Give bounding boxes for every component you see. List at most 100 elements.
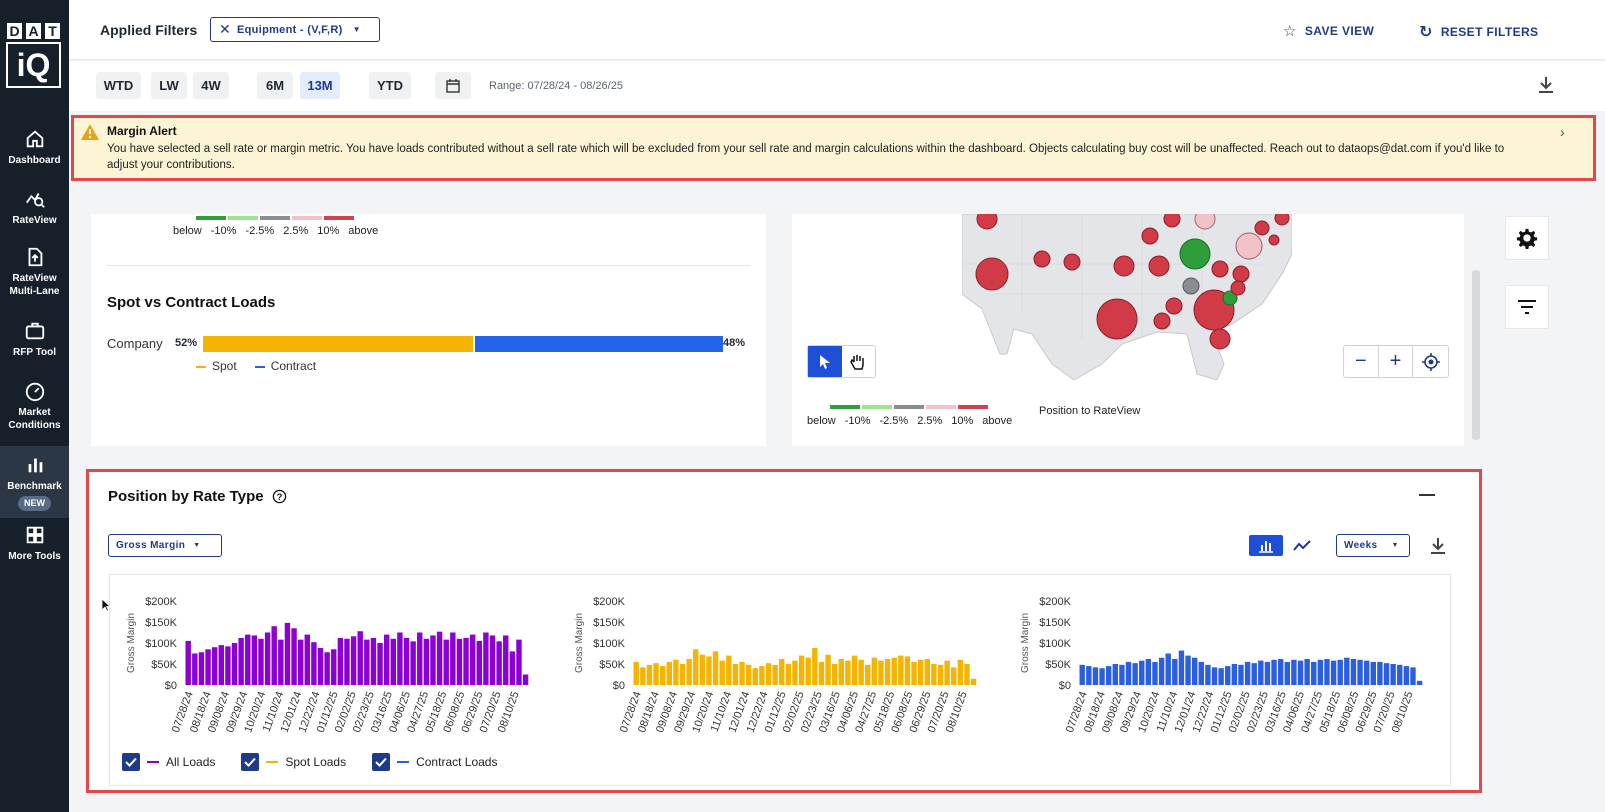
- legend-line: [266, 761, 279, 763]
- time-button-4w[interactable]: 4W: [193, 72, 229, 99]
- spot-bar[interactable]: [203, 336, 474, 352]
- save-view-label: SAVE VIEW: [1304, 24, 1375, 38]
- pan-tool-button[interactable]: [842, 346, 876, 377]
- legend-contract-loads[interactable]: Contract Loads: [372, 753, 497, 771]
- legend-label: above: [348, 225, 379, 237]
- legend-label: All Loads: [166, 755, 216, 769]
- dat-iq-logo[interactable]: D A T iQ: [6, 22, 62, 90]
- y-axis-label: Gross Margin: [1020, 613, 1031, 673]
- chart-bar: [937, 664, 944, 685]
- zoom-in-button[interactable]: +: [1379, 346, 1414, 377]
- chart-bar: [964, 664, 970, 685]
- chart-bar: [805, 657, 811, 685]
- y-tick-label: $100K: [145, 638, 177, 650]
- close-icon[interactable]: ✕: [219, 21, 232, 37]
- download-icon[interactable]: [1429, 536, 1447, 556]
- chart-bar: [1390, 664, 1396, 685]
- metric-select[interactable]: Gross Margin ▼: [108, 534, 222, 557]
- filter-button[interactable]: [1505, 285, 1549, 329]
- help-icon[interactable]: ?: [272, 489, 287, 504]
- chart-bar: [917, 659, 924, 685]
- time-button-ytd[interactable]: YTD: [369, 72, 411, 99]
- sidebar-item-label: Market Conditions: [8, 407, 61, 431]
- chevron-right-icon[interactable]: ›: [1560, 124, 1565, 140]
- sidebar-item-benchmark[interactable]: Benchmark NEW: [0, 446, 69, 518]
- download-icon[interactable]: [1537, 75, 1555, 95]
- chart-bar: [430, 635, 436, 685]
- chart-bar: [496, 641, 502, 685]
- time-button-13m[interactable]: 13M: [300, 72, 340, 99]
- chart-bar: [331, 649, 337, 685]
- chart-bar: [851, 655, 858, 685]
- us-map[interactable]: [962, 214, 1292, 380]
- select-tool-button[interactable]: [808, 346, 842, 377]
- chart-bar: [198, 652, 205, 685]
- legend-label: 10%: [317, 225, 340, 237]
- chart-bar: [1145, 658, 1152, 685]
- chart-bar: [1337, 659, 1343, 685]
- legend-all-loads[interactable]: All Loads: [122, 753, 215, 771]
- map-legend-title: Position to RateView: [1039, 405, 1141, 417]
- checkbox-spot-loads[interactable]: [241, 753, 260, 771]
- chart-bar: [397, 632, 403, 685]
- zoom-out-button[interactable]: −: [1344, 346, 1379, 377]
- chart-bar: [1324, 658, 1330, 685]
- sidebar-item-label: RFP Tool: [13, 347, 56, 358]
- chart-bar: [1383, 663, 1390, 685]
- chart-bar: [1363, 660, 1370, 685]
- calendar-button[interactable]: [435, 72, 471, 99]
- legend-label: above: [982, 415, 1013, 427]
- equipment-filter-chip[interactable]: ✕ Equipment - (V,F,R) ▼: [210, 17, 380, 42]
- chart-bar: [1264, 661, 1271, 685]
- checkbox-contract-loads[interactable]: [372, 753, 391, 771]
- legend-label: -10%: [210, 225, 237, 237]
- settings-button[interactable]: [1505, 216, 1549, 260]
- caret-down-icon: ▼: [1391, 542, 1399, 549]
- chart-bar: [1178, 650, 1185, 685]
- chart-bar: [712, 651, 719, 685]
- sidebar-item-more-tools[interactable]: More Tools: [0, 524, 69, 566]
- chart-bar: [931, 664, 937, 685]
- locate-button[interactable]: [1413, 346, 1448, 377]
- save-view-button[interactable]: ☆ SAVE VIEW: [1283, 22, 1374, 40]
- time-button-6m[interactable]: 6M: [257, 72, 293, 99]
- bar-view-button[interactable]: [1249, 535, 1283, 556]
- chart-bar: [370, 637, 377, 685]
- chart-bar: [516, 639, 522, 685]
- reset-filters-button[interactable]: ↻ RESET FILTERS: [1419, 22, 1538, 42]
- scrollbar-thumb[interactable]: [1472, 270, 1480, 440]
- sidebar: D A T iQ Dashboard RateView RateView Mul…: [0, 0, 69, 812]
- filter-lines-icon: [1518, 300, 1536, 314]
- contract-bar[interactable]: [475, 336, 723, 352]
- chart-bar: [1205, 664, 1211, 685]
- time-button-lw[interactable]: LW: [151, 72, 187, 99]
- collapse-icon[interactable]: [1419, 494, 1435, 496]
- sidebar-item-rateview-multi-lane[interactable]: RateView Multi-Lane: [0, 246, 69, 302]
- sidebar-item-rateview[interactable]: RateView: [0, 188, 69, 230]
- chart-bar: [417, 632, 423, 685]
- legend-label: 2.5%: [917, 415, 943, 427]
- time-button-wtd[interactable]: WTD: [96, 72, 141, 99]
- chart-bar: [659, 666, 666, 685]
- legend-label: Contract Loads: [416, 755, 498, 769]
- chart-bar: [1105, 666, 1112, 685]
- checkbox-all-loads[interactable]: [122, 753, 140, 771]
- chart-bar: [278, 639, 284, 685]
- caret-down-icon: ▼: [352, 25, 361, 34]
- chart-bar: [719, 660, 725, 685]
- y-tick-label: $150K: [1039, 617, 1071, 629]
- chart-bar: [752, 668, 758, 685]
- sidebar-item-market-conditions[interactable]: Market Conditions: [0, 380, 69, 434]
- divider: [107, 265, 751, 266]
- minus-icon: −: [1354, 350, 1367, 372]
- legend-swatch-above: [324, 216, 354, 220]
- applied-filters-label: Applied Filters: [100, 22, 198, 38]
- period-select[interactable]: Weeks ▼: [1336, 534, 1410, 557]
- line-view-button[interactable]: [1285, 535, 1319, 556]
- sidebar-item-dashboard[interactable]: Dashboard: [0, 128, 69, 170]
- legend-spot-loads[interactable]: Spot Loads: [241, 753, 346, 771]
- chart-bar: [686, 658, 692, 685]
- y-axis-label: Gross Margin: [574, 613, 585, 673]
- chart-bar: [377, 643, 383, 685]
- sidebar-item-rfp-tool[interactable]: RFP Tool: [0, 320, 69, 362]
